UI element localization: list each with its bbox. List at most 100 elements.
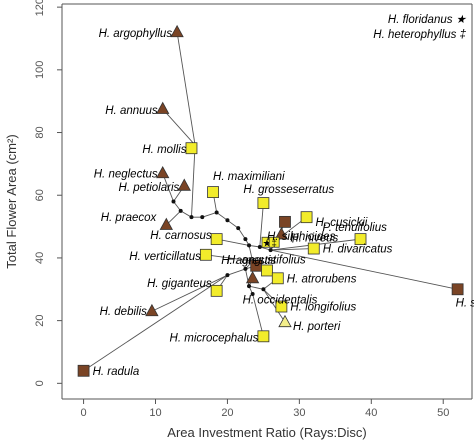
axes: 0 10 20 30 40 50 0 20 40 60 80 100 120 xyxy=(34,0,473,419)
label-h-giganteus: H. giganteus xyxy=(147,278,212,290)
tree-edge xyxy=(259,203,264,247)
tree-edge xyxy=(270,249,458,290)
tree-node xyxy=(225,273,230,278)
y-tick-label: 80 xyxy=(34,126,46,138)
x-tick-label: 10 xyxy=(149,407,161,419)
tree-edge xyxy=(83,274,228,372)
legend-entry-heterophyllus: H. heterophyllus ‡ xyxy=(373,29,466,41)
label-h-porteri: H. porteri xyxy=(293,321,341,333)
point-dagger xyxy=(268,236,280,248)
data-points: ★ ‡ xyxy=(77,24,464,377)
label-h-petiolaris: H. petiolaris xyxy=(119,182,180,194)
y-axis-title: Total Flower Area (cm²) xyxy=(4,134,19,268)
y-tick-label: 40 xyxy=(34,252,46,264)
label-h-argophyllus: H. argophyllus xyxy=(99,28,173,40)
tree-node xyxy=(247,284,252,289)
tree-edge xyxy=(205,254,253,262)
x-tick-label: 20 xyxy=(221,407,233,419)
label-h-verticillatus: H. verticillatus xyxy=(129,251,201,263)
label-h-radula: H. radula xyxy=(93,366,140,378)
x-ticks: 0 10 20 30 40 50 xyxy=(81,399,449,419)
x-tick-label: 30 xyxy=(293,407,305,419)
tree-edge xyxy=(252,293,264,337)
y-tick-label: 120 xyxy=(34,0,46,16)
point-labels: H. argophyllus H. annuus H. mollis H. negle… xyxy=(93,28,474,378)
point-h-petiolaris xyxy=(177,178,191,191)
tree-node xyxy=(200,215,205,220)
label-h-annuus: H. annuus xyxy=(105,105,158,117)
point-h-carnosus xyxy=(210,233,223,246)
tree-node xyxy=(257,244,262,249)
point-h-giganteus xyxy=(210,284,223,297)
point-h-praecox xyxy=(159,217,173,230)
tree-node xyxy=(243,266,248,271)
label-h-neglectus: H. neglectus xyxy=(94,168,158,180)
x-axis-title: Area Investment Ratio (Rays:Disc) xyxy=(167,425,366,440)
tree-edge xyxy=(202,212,217,218)
point-h-mollis xyxy=(185,142,198,155)
tree-edge xyxy=(162,108,196,146)
point-h-niveus xyxy=(274,227,289,240)
point-h-microcephalus xyxy=(257,330,270,343)
label-h-agrestis: H. agrestis xyxy=(221,255,276,267)
tree-node xyxy=(178,208,183,213)
label-p-tenuifolius: P. tenuifolius xyxy=(323,222,388,234)
label-h-grosseserratus: H. grosseserratus xyxy=(243,184,334,196)
tree-edge xyxy=(270,248,314,251)
tree-edge xyxy=(227,268,246,276)
point-p-tenuifolius xyxy=(354,233,367,246)
point-h-debilis xyxy=(145,303,159,317)
label-h-microcephalus: H. microcephalus xyxy=(170,332,259,344)
tree-node xyxy=(247,243,252,248)
tree-edge xyxy=(176,32,196,146)
point-h-porteri xyxy=(278,314,292,328)
point-h-cusickii xyxy=(300,211,313,224)
point-h-occidentalis xyxy=(245,270,260,284)
label-h-niveus: H. niveus xyxy=(290,232,338,244)
y-tick-label: 60 xyxy=(34,189,46,201)
x-tick-label: 50 xyxy=(437,407,449,419)
point-h-radula xyxy=(77,364,90,377)
point-h-verticillatus xyxy=(199,248,212,261)
tree-node xyxy=(243,237,248,242)
point-h-silphioides xyxy=(279,215,291,228)
tree-node xyxy=(171,199,176,204)
label-h-debilis: H. debilis xyxy=(100,306,148,318)
label-h-atrorubens: H. atrorubens xyxy=(287,273,357,285)
star-icon: ★ xyxy=(263,238,272,249)
dagger-icon: ‡ xyxy=(271,238,277,249)
label-h-cusickii: H. cusickii xyxy=(316,217,368,229)
y-tick-label: 100 xyxy=(34,61,46,79)
tree-edge xyxy=(237,227,246,240)
label-h-silphioides: H. silphioides xyxy=(267,231,336,243)
tree-edge xyxy=(180,210,192,218)
point-h-grosseserratus xyxy=(257,197,270,209)
point-h-salicifolius xyxy=(451,283,464,296)
point-h-neglectus xyxy=(156,165,170,179)
legend: H. floridanus ★ H. heterophyllus ‡ xyxy=(373,14,466,41)
point-h-atrorubens xyxy=(271,272,284,285)
tree-edges xyxy=(83,32,458,372)
tree-edge xyxy=(216,212,228,221)
tree-node xyxy=(225,218,230,223)
point-h-angustifolius xyxy=(261,264,273,277)
tree-node xyxy=(236,226,241,231)
tree-node xyxy=(250,291,255,296)
label-h-divaricatus: H. divaricatus xyxy=(323,244,393,256)
label-h-angustifolius: H. angustifolius xyxy=(227,254,306,266)
y-tick-label: 0 xyxy=(34,380,46,386)
y-tick-label: 20 xyxy=(34,315,46,327)
label-h-occidentalis: H. occidentalis xyxy=(243,294,318,306)
tree-edge xyxy=(248,285,264,290)
legend-entry-floridanus: H. floridanus ★ xyxy=(388,14,467,26)
tree-edge xyxy=(248,245,254,262)
point-h-annuus xyxy=(156,101,170,114)
tree-edge xyxy=(263,289,286,323)
tree-edge xyxy=(244,268,250,287)
label-h-longifolius: H. longifolius xyxy=(290,302,356,314)
tree-node xyxy=(189,215,194,220)
label-h-mollis: H. mollis xyxy=(142,144,186,156)
tree-edge xyxy=(227,219,239,229)
y-ticks: 0 20 40 60 80 100 120 xyxy=(34,0,62,386)
